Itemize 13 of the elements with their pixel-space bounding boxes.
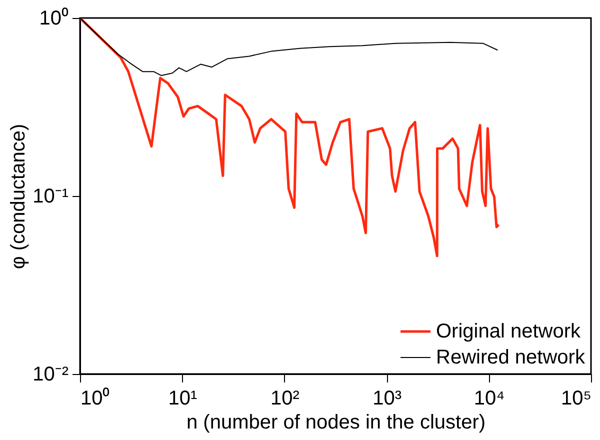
x-tick-label: 10⁴ (474, 388, 505, 410)
y-tick-label: 10⁰ (39, 6, 68, 30)
x-tick-label: 10⁰ (80, 386, 110, 410)
y-tick-label: 10⁻¹ (32, 186, 69, 208)
y-tick-label: 10⁻² (32, 364, 69, 386)
legend-label: Original network (436, 320, 582, 342)
x-tick-label: 10² (270, 388, 300, 410)
x-axis-title: n (number of nodes in the cluster) (186, 412, 486, 434)
x-tick-label: 10¹ (168, 388, 198, 410)
legend-label: Rewired network (436, 346, 586, 368)
x-tick-label: 10³ (372, 388, 402, 410)
y-axis-title: φ (conductance) (8, 124, 30, 270)
x-tick-label: 10⁵ (560, 388, 592, 410)
